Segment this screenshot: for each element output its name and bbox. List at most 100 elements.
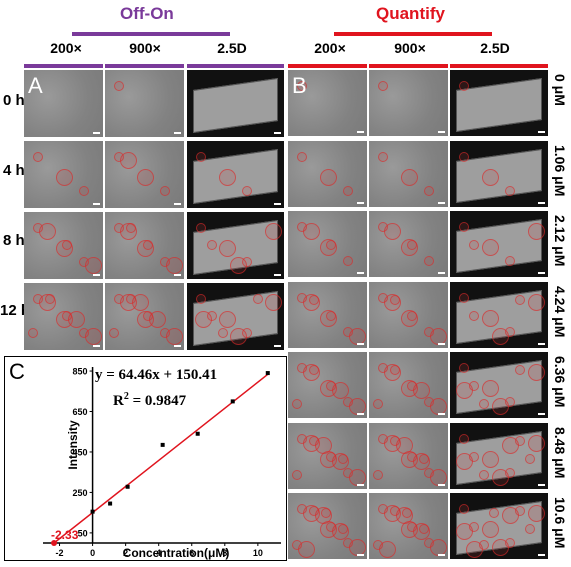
panel-a-image-r2-c0 bbox=[24, 212, 103, 279]
red-cell-signal bbox=[373, 399, 383, 409]
panel-b-image-r1-c1 bbox=[369, 141, 448, 207]
panel-b-image-r3-c1 bbox=[369, 282, 448, 348]
red-cell-signal bbox=[253, 294, 263, 304]
data-point bbox=[265, 371, 270, 376]
red-cell-signal bbox=[489, 508, 499, 518]
panel-b-image-r0-c0 bbox=[288, 70, 367, 136]
red-cell-signal bbox=[378, 81, 388, 91]
col-bar-a3 bbox=[187, 64, 284, 68]
red-cell-signal bbox=[196, 223, 206, 233]
panel-b-image-r6-c2 bbox=[450, 493, 548, 559]
panel-a-image-r3-c2 bbox=[187, 283, 284, 350]
concentration-label-2: 2.12 μM bbox=[552, 215, 568, 267]
x-tick-label: 6 bbox=[189, 548, 194, 558]
r-squared: R2 = 0.9847 bbox=[113, 391, 187, 409]
red-cell-signal bbox=[525, 524, 535, 534]
red-cell-signal bbox=[160, 186, 170, 196]
col-bar-b1 bbox=[288, 64, 367, 68]
y-tick-label: 650 bbox=[73, 407, 88, 417]
red-cell-signal bbox=[196, 152, 206, 162]
scale-bar bbox=[438, 131, 445, 133]
time-label-8h: 8 h bbox=[3, 232, 25, 249]
scale-bar bbox=[538, 343, 545, 345]
col-bar-a1 bbox=[24, 64, 103, 68]
quantify-title: Quantify bbox=[376, 4, 445, 23]
scale-bar bbox=[274, 274, 281, 276]
off-on-title: Off-On bbox=[120, 4, 174, 23]
red-cell-signal bbox=[515, 365, 525, 375]
red-cell-signal bbox=[292, 399, 302, 409]
red-cell-signal bbox=[320, 169, 337, 186]
red-cell-signal bbox=[419, 454, 429, 464]
panel-a-image-r1-c2 bbox=[187, 141, 284, 208]
red-cell-signal bbox=[407, 311, 417, 321]
y-axis-title: Intensity bbox=[66, 420, 80, 470]
panel-letter-b: B bbox=[292, 73, 307, 98]
panel-b-image-r4-c1 bbox=[369, 352, 448, 418]
scale-bar bbox=[274, 132, 281, 134]
panel-b-image-r4-c0 bbox=[288, 352, 367, 418]
scale-bar bbox=[438, 343, 445, 345]
scale-bar bbox=[438, 202, 445, 204]
red-cell-signal bbox=[413, 382, 430, 399]
data-point bbox=[195, 431, 200, 436]
red-cell-signal bbox=[114, 81, 124, 91]
red-cell-signal bbox=[390, 365, 400, 375]
scale-bar bbox=[93, 132, 100, 134]
red-cell-signal bbox=[297, 81, 307, 91]
red-cell-signal bbox=[459, 293, 469, 303]
red-cell-signal bbox=[459, 434, 469, 444]
scale-bar bbox=[174, 274, 181, 276]
red-cell-signal bbox=[132, 294, 149, 311]
red-cell-signal bbox=[196, 294, 206, 304]
scale-bar bbox=[438, 484, 445, 486]
concentration-label-4: 6.36 μM bbox=[552, 356, 568, 408]
red-cell-signal bbox=[33, 152, 43, 162]
x-tick-label: 2 bbox=[123, 548, 128, 558]
red-cell-signal bbox=[456, 523, 473, 540]
scale-bar bbox=[538, 131, 545, 133]
intercept-label: -2.33 bbox=[51, 528, 79, 542]
col-header-200x-b: 200× bbox=[314, 40, 346, 56]
red-cell-signal bbox=[401, 169, 418, 186]
red-cell-signal bbox=[373, 470, 383, 480]
red-cell-signal bbox=[482, 380, 499, 397]
red-cell-signal bbox=[230, 328, 247, 345]
time-label-12h: 12 h bbox=[0, 302, 31, 319]
red-cell-signal bbox=[459, 222, 469, 232]
panel-b-image-r3-c0 bbox=[288, 282, 367, 348]
scale-bar bbox=[538, 413, 545, 415]
red-cell-signal bbox=[137, 169, 154, 186]
red-cell-signal bbox=[505, 186, 515, 196]
red-cell-signal bbox=[459, 152, 469, 162]
red-cell-signal bbox=[166, 257, 183, 274]
scale-bar bbox=[357, 131, 364, 133]
panel-b-image-r5-c1 bbox=[369, 423, 448, 489]
red-cell-signal bbox=[303, 223, 320, 240]
panel-b-image-r1-c0 bbox=[288, 141, 367, 207]
panel-b-image-r1-c2 bbox=[450, 141, 548, 207]
red-cell-signal bbox=[195, 311, 212, 328]
data-point bbox=[108, 501, 113, 506]
scale-bar bbox=[174, 132, 181, 134]
red-cell-signal bbox=[338, 524, 348, 534]
panel-b-image-r3-c2 bbox=[450, 282, 548, 348]
red-cell-signal bbox=[379, 541, 396, 558]
red-cell-signal bbox=[321, 508, 331, 518]
red-cell-signal bbox=[265, 294, 282, 311]
panel-b-image-r4-c2 bbox=[450, 352, 548, 418]
scale-bar bbox=[538, 484, 545, 486]
red-cell-signal bbox=[456, 382, 473, 399]
scale-bar bbox=[357, 202, 364, 204]
x-tick-label: -2 bbox=[56, 548, 64, 558]
red-cell-signal bbox=[384, 223, 401, 240]
red-cell-signal bbox=[479, 470, 489, 480]
scale-bar bbox=[357, 484, 364, 486]
concentration-label-6: 10.6 μM bbox=[552, 497, 568, 549]
red-cell-signal bbox=[68, 311, 85, 328]
col-header-900x-b: 900× bbox=[394, 40, 426, 56]
data-point bbox=[90, 509, 95, 514]
red-cell-signal bbox=[166, 328, 183, 345]
scale-bar bbox=[174, 203, 181, 205]
panel-b-image-r5-c0 bbox=[288, 423, 367, 489]
